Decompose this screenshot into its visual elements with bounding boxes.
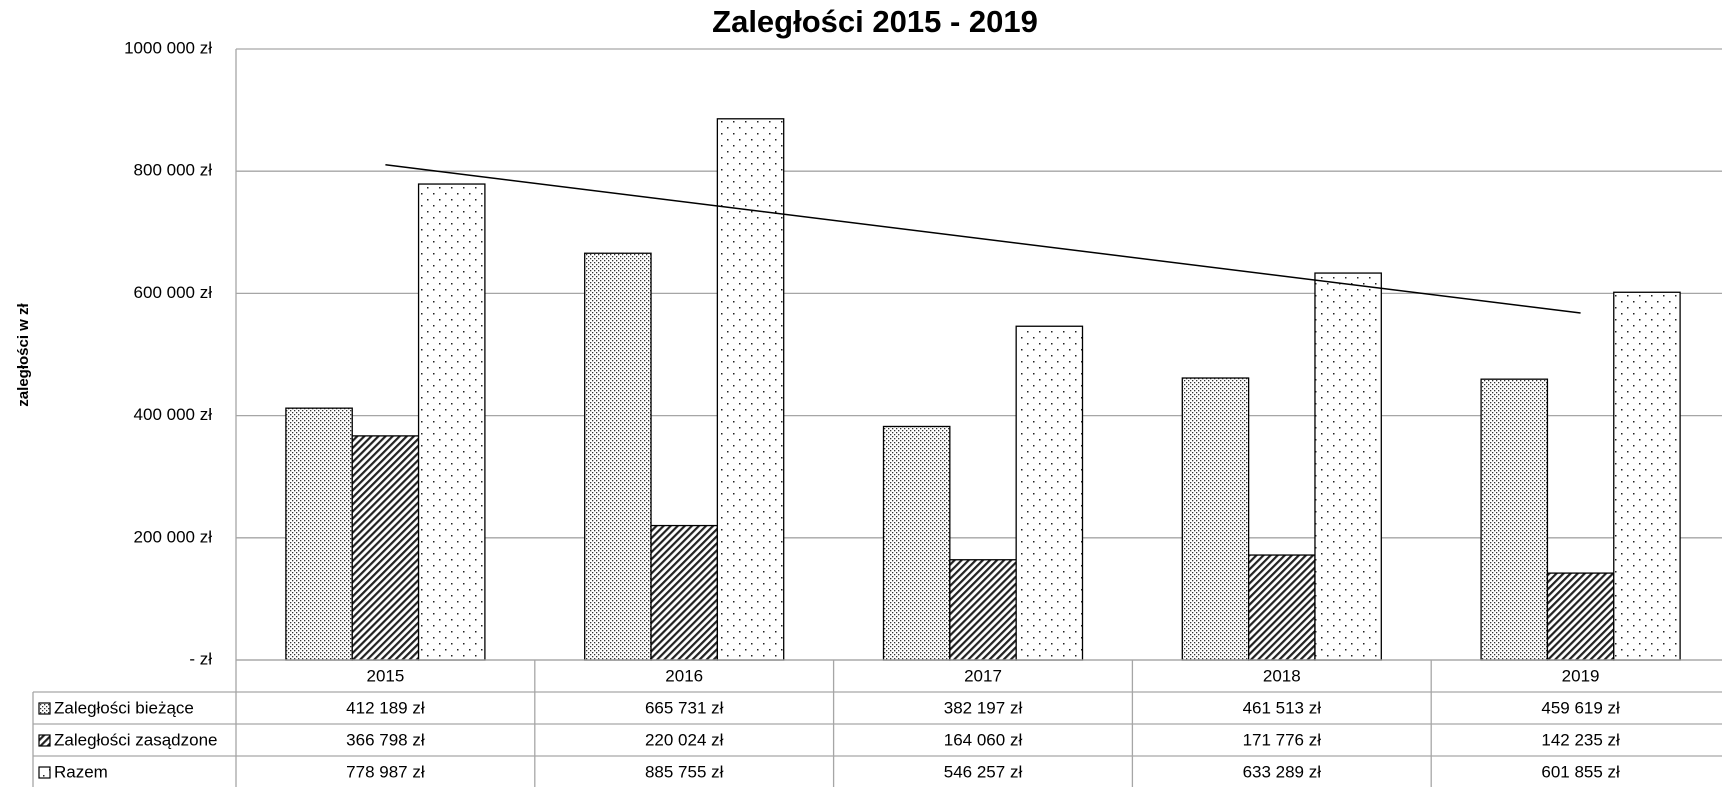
table-cell: 164 060 zł <box>944 730 1023 749</box>
y-tick-label: - zł <box>189 649 212 668</box>
trend-line <box>385 163 1581 314</box>
bar <box>1181 377 1250 661</box>
chart-title: Zaległości 2015 - 2019 <box>712 4 1038 39</box>
legend-label: Razem <box>54 762 108 781</box>
bar <box>1546 572 1615 661</box>
x-tick-label: 2015 <box>366 666 404 685</box>
y-tick-label: 800 000 zł <box>134 161 213 180</box>
bar <box>716 118 785 661</box>
table-cell: 601 855 zł <box>1541 762 1620 781</box>
x-tick-label: 2017 <box>964 666 1002 685</box>
bar <box>417 183 486 661</box>
table-cell: 171 776 zł <box>1243 730 1322 749</box>
table-cell: 382 197 zł <box>944 698 1023 717</box>
y-tick-label: 400 000 zł <box>134 405 213 424</box>
table-cell: 459 619 zł <box>1541 698 1620 717</box>
table-cell: 142 235 zł <box>1541 730 1620 749</box>
bar <box>1613 291 1681 661</box>
bar <box>650 524 719 661</box>
bar <box>1247 554 1316 661</box>
bar <box>351 435 420 661</box>
y-tick-label: 200 000 zł <box>134 527 213 546</box>
bar <box>1314 272 1382 661</box>
table-cell: 633 289 zł <box>1243 762 1322 781</box>
y-axis-label: zaległości w zł <box>15 302 32 406</box>
y-tick-label: 1000 000 zł <box>124 38 212 57</box>
legend-key <box>38 734 51 747</box>
legend-label: Zaległości bieżące <box>54 698 194 717</box>
y-tick-label: 600 000 zł <box>134 283 213 302</box>
bar <box>949 559 1017 661</box>
bar <box>1480 378 1549 661</box>
bar <box>584 252 652 661</box>
table-cell: 366 798 zł <box>346 730 425 749</box>
x-tick-label: 2016 <box>665 666 703 685</box>
table-cell: 461 513 zł <box>1243 698 1322 717</box>
x-tick-label: 2018 <box>1263 666 1301 685</box>
table-cell: 220 024 zł <box>645 730 724 749</box>
bar <box>882 425 951 661</box>
table-cell: 778 987 zł <box>346 762 425 781</box>
x-tick-label: 2019 <box>1562 666 1600 685</box>
table-cell: 885 755 zł <box>645 762 724 781</box>
legend-key <box>38 766 51 779</box>
table-cell: 412 189 zł <box>346 698 425 717</box>
legend-label: Zaległości zasądzone <box>54 730 217 749</box>
bar <box>1015 325 1084 661</box>
table-cell: 546 257 zł <box>944 762 1023 781</box>
legend-key <box>38 702 51 715</box>
bar <box>285 407 353 661</box>
table-cell: 665 731 zł <box>645 698 724 717</box>
